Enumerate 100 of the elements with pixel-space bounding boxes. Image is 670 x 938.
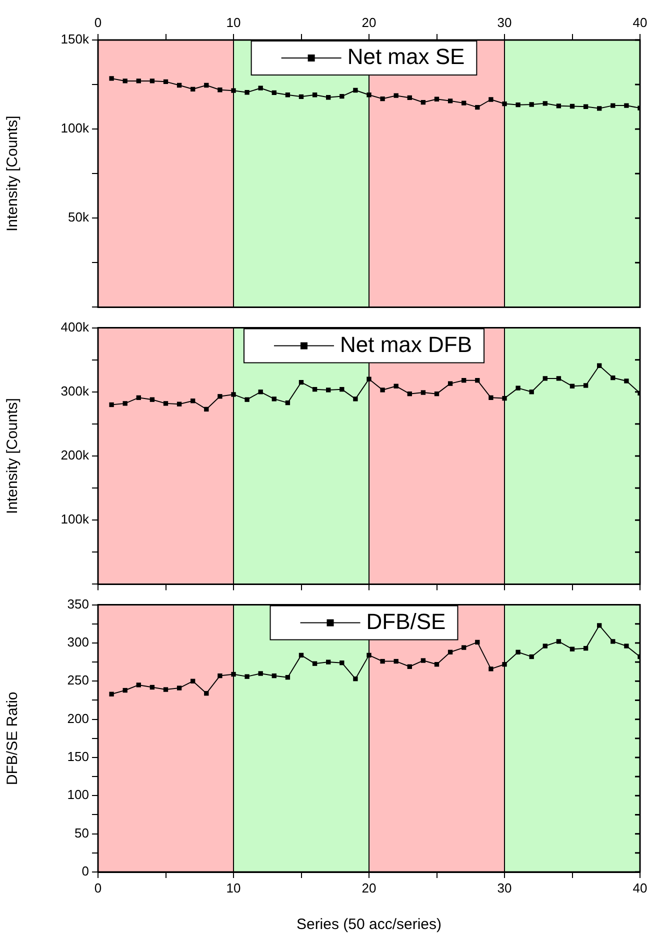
point <box>542 376 548 381</box>
x-axis-title: Series (50 acc/series) <box>296 916 442 934</box>
point <box>326 388 331 392</box>
point <box>163 79 168 84</box>
point <box>448 381 453 386</box>
x-tick-label: 30 <box>497 14 512 30</box>
point <box>312 92 318 98</box>
point <box>136 682 141 688</box>
point <box>204 406 209 412</box>
point <box>244 674 250 679</box>
point <box>298 94 304 99</box>
point <box>542 644 548 648</box>
y-tick-label: 250 <box>67 672 89 688</box>
point <box>176 82 182 88</box>
point <box>258 671 263 676</box>
y-tick-label: 400k <box>60 319 90 334</box>
point <box>340 660 344 666</box>
point <box>204 691 209 696</box>
point <box>204 82 209 88</box>
point <box>570 104 575 109</box>
point <box>366 376 372 382</box>
point <box>340 387 344 392</box>
point <box>163 687 168 692</box>
point <box>109 692 114 696</box>
point <box>516 650 520 654</box>
x-tick-label: 0 <box>94 880 102 896</box>
point <box>150 397 155 402</box>
point <box>380 96 385 102</box>
point <box>258 390 263 394</box>
point <box>231 392 236 397</box>
point <box>190 398 196 404</box>
point <box>462 100 466 106</box>
point <box>176 402 182 406</box>
point <box>244 397 250 402</box>
point <box>420 658 426 663</box>
point <box>394 384 398 388</box>
point <box>420 390 426 395</box>
point <box>556 104 562 108</box>
point <box>488 97 494 102</box>
point <box>502 662 507 667</box>
point <box>488 395 494 400</box>
point <box>420 100 426 105</box>
point <box>244 90 250 95</box>
point <box>231 88 236 93</box>
y-tick-label: 0 <box>82 864 89 879</box>
point <box>272 90 276 96</box>
y-tick-label: 100 <box>67 787 89 802</box>
point <box>163 401 168 406</box>
point <box>366 92 372 98</box>
point <box>312 661 318 666</box>
point <box>529 390 534 394</box>
point <box>190 86 196 92</box>
y-tick-label: 350 <box>67 596 89 612</box>
legend-label: Net max SE <box>347 44 465 70</box>
x-tick-label: 20 <box>362 880 376 896</box>
point <box>218 394 222 399</box>
point <box>285 674 290 680</box>
point <box>462 378 466 383</box>
point <box>326 660 331 664</box>
point <box>380 388 385 392</box>
point <box>272 673 276 678</box>
point <box>218 673 222 678</box>
point <box>597 106 602 111</box>
point <box>516 102 520 108</box>
point <box>556 639 562 644</box>
point <box>502 396 507 401</box>
point <box>353 88 358 93</box>
point <box>556 376 562 381</box>
point <box>434 96 440 102</box>
point <box>136 78 141 84</box>
point <box>434 662 440 667</box>
y-axis-title: Intensity [Counts] <box>4 398 22 514</box>
point <box>298 380 304 385</box>
point <box>340 94 344 99</box>
point <box>583 383 588 388</box>
point <box>475 378 480 383</box>
point <box>122 401 128 406</box>
point <box>407 95 412 100</box>
point <box>218 88 222 92</box>
point <box>190 678 196 684</box>
y-tick-label: 100k <box>60 512 90 527</box>
y-tick-label: 50 <box>74 825 89 840</box>
point <box>570 646 575 652</box>
point <box>380 658 385 664</box>
point <box>570 384 575 388</box>
point <box>488 666 494 672</box>
point <box>597 623 602 628</box>
point <box>407 391 412 396</box>
y-tick-label: 300k <box>60 383 90 398</box>
point <box>176 686 182 690</box>
point <box>610 375 616 380</box>
legend-label: Net max DFB <box>340 332 472 357</box>
point <box>394 658 398 664</box>
point <box>312 387 318 392</box>
point <box>122 78 128 84</box>
x-tick-label: 40 <box>632 880 648 896</box>
y-tick-label: 300 <box>67 634 89 650</box>
y-tick-label: 150k <box>60 32 90 47</box>
x-tick-label: 40 <box>632 14 648 30</box>
y-tick-label: 50k <box>68 210 90 225</box>
